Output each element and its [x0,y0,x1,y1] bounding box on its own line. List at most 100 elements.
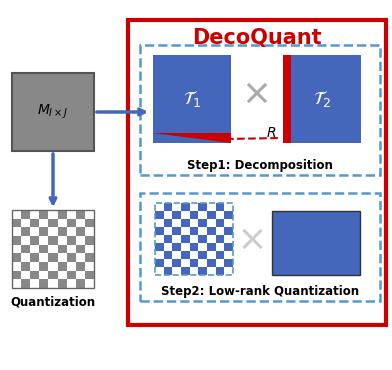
Bar [85,210,94,219]
Bar [164,251,172,259]
Bar [67,236,76,245]
Text: $\mathcal{T}_2$: $\mathcal{T}_2$ [313,89,331,109]
Bar [49,279,58,288]
Bar [58,227,67,236]
Bar [190,219,198,227]
Bar [30,236,39,245]
Bar [30,271,39,279]
Bar [12,236,21,245]
Bar [155,243,164,251]
Bar [39,236,49,245]
Bar [224,259,233,267]
Bar [181,219,190,227]
Text: $M_{I\times J}$: $M_{I\times J}$ [37,103,69,121]
Bar [21,262,30,271]
Text: $\mathcal{T}_1$: $\mathcal{T}_1$ [183,89,201,109]
Bar [153,133,231,143]
Bar [30,210,39,219]
Bar [85,262,94,271]
Bar [12,73,94,151]
Bar [216,259,224,267]
Bar [224,235,233,243]
Bar [12,210,21,219]
Bar [39,245,49,253]
Bar [216,227,224,235]
Bar [207,243,216,251]
Bar [198,211,207,219]
Bar [128,20,386,325]
Bar [207,203,216,211]
Bar [207,235,216,243]
Bar [172,211,181,219]
Bar [172,227,181,235]
Bar [58,279,67,288]
Bar [21,271,30,279]
Bar [224,251,233,259]
Bar [207,267,216,275]
Bar [67,253,76,262]
Bar [49,210,58,219]
Bar [49,262,58,271]
Bar [190,251,198,259]
Bar [224,219,233,227]
Polygon shape [153,133,231,143]
Bar [39,279,49,288]
Bar [39,271,49,279]
Bar [12,245,21,253]
Bar [198,235,207,243]
Bar [76,279,85,288]
Bar [181,211,190,219]
Bar [216,267,224,275]
Bar [181,243,190,251]
Bar [172,267,181,275]
Bar [76,210,85,219]
Bar [67,219,76,227]
Bar [12,227,21,236]
Bar [58,219,67,227]
Bar [164,259,172,267]
Bar [181,235,190,243]
Bar [164,219,172,227]
Bar [85,219,94,227]
Bar [67,210,76,219]
Bar [198,259,207,267]
Bar [76,262,85,271]
Bar [21,236,30,245]
Bar [140,193,380,301]
Bar [39,210,49,219]
Bar [85,279,94,288]
Bar [49,227,58,236]
Bar [283,55,291,143]
Bar [164,203,172,211]
Bar [216,211,224,219]
Bar [172,243,181,251]
Bar [190,227,198,235]
Bar [58,210,67,219]
Text: Step2: Low-rank Quantization: Step2: Low-rank Quantization [161,285,359,297]
Bar [85,253,94,262]
Bar [155,203,164,211]
Bar [155,227,164,235]
Bar [181,259,190,267]
Bar [140,45,380,175]
Bar [155,211,164,219]
Bar [155,267,164,275]
Bar [190,259,198,267]
Bar [190,243,198,251]
Text: $R$: $R$ [266,126,276,140]
Bar [155,251,164,259]
Bar [155,259,164,267]
Bar [12,262,21,271]
Bar [49,245,58,253]
Bar [21,245,30,253]
Bar [164,267,172,275]
Bar [12,279,21,288]
Bar [39,253,49,262]
Bar [153,55,231,143]
Bar [58,253,67,262]
Bar [12,210,94,288]
Bar [21,210,30,219]
Bar [67,245,76,253]
Bar [207,227,216,235]
Bar [49,253,58,262]
